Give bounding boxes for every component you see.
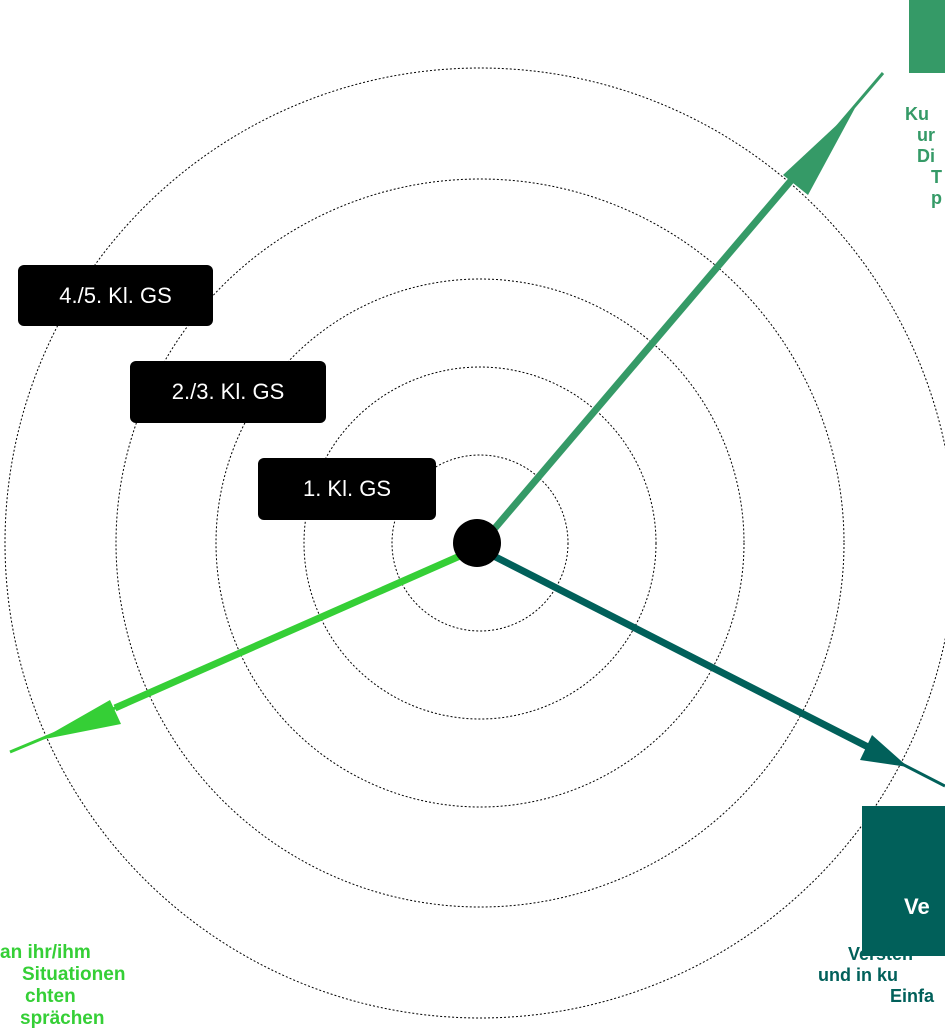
desc-top-line-3: Di	[917, 146, 935, 166]
desc-top-line-5: p	[931, 188, 942, 208]
grade-label-2: 2./3. Kl. GS	[130, 361, 326, 423]
desc-right-line-3: Einfa	[890, 986, 935, 1006]
arrowhead-top-right	[783, 108, 855, 195]
grade-label-3: 4./5. Kl. GS	[18, 265, 213, 326]
arrowhead-left	[40, 700, 121, 740]
desc-right-line-1: Versten	[848, 944, 914, 964]
competence-desc-top: Ku ur Di T p	[905, 104, 945, 209]
competence-box-top	[909, 0, 945, 73]
level-ring-3	[215, 278, 745, 808]
axis-left	[113, 544, 480, 712]
desc-right-line-2: und in ku	[818, 965, 898, 985]
desc-top-line-4: T	[931, 167, 942, 187]
level-ring-2	[303, 366, 657, 720]
center-dot	[453, 519, 501, 567]
level-ring-4	[115, 178, 845, 908]
desc-top-line-1: Ku	[905, 104, 929, 124]
competence-box-right-title: Ve	[904, 894, 930, 919]
competence-desc-right: Versten und in ku Einfa	[818, 944, 945, 1007]
competence-box-right: Ve	[862, 806, 945, 956]
desc-left-line-3: chten	[25, 986, 76, 1007]
desc-left-line-4: sprächen	[20, 1008, 105, 1029]
desc-top-line-2: ur	[917, 125, 935, 145]
axis-bottom-right	[476, 544, 872, 752]
desc-left-line-1: an ihr/ihm	[0, 942, 91, 963]
grade-label-1: 1. Kl. GS	[258, 458, 436, 520]
axis-top-right	[475, 167, 803, 551]
arrowhead-bottom-right	[860, 735, 908, 767]
competence-desc-left: an ihr/ihm Situationen chten sprächen	[0, 942, 160, 1030]
level-ring-5	[4, 67, 945, 1019]
desc-left-line-2: Situationen	[22, 964, 126, 985]
level-ring-1	[391, 454, 569, 632]
